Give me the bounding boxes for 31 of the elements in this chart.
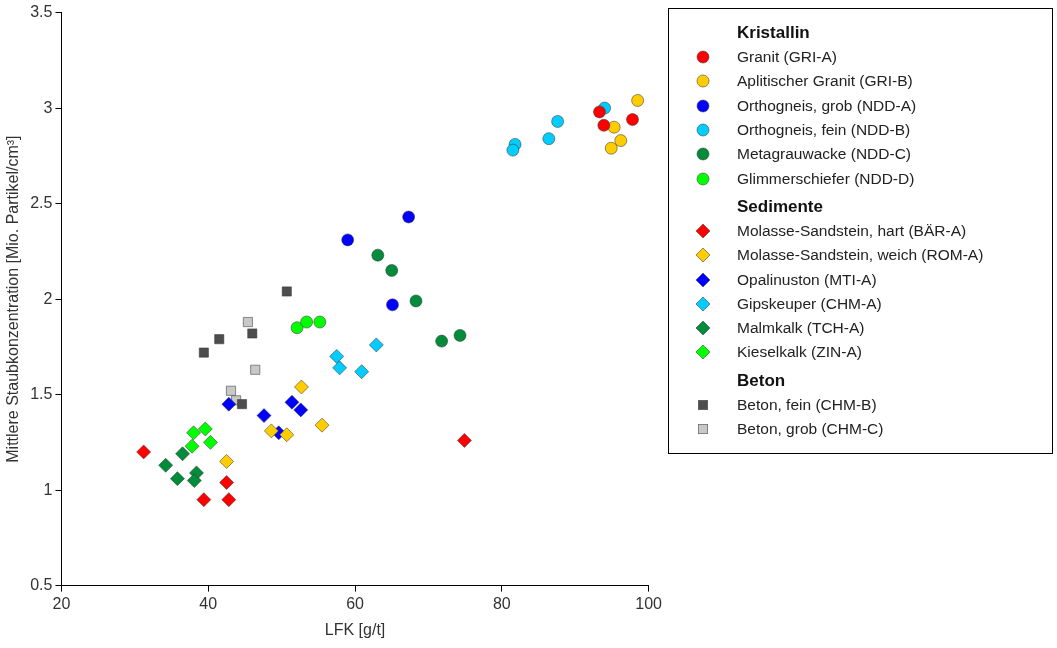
- x-tick-label: 80: [492, 594, 511, 612]
- y-tick-label: 0.5: [30, 576, 53, 594]
- y-tick-label: 1: [43, 480, 53, 498]
- y-tick-label: 1.5: [30, 385, 53, 403]
- y-tick-label: 3.5: [30, 3, 53, 21]
- text: Beton: [737, 370, 787, 391]
- x-tick-label: 40: [199, 594, 218, 612]
- legend-label: Granit (GRI-A): [737, 48, 837, 67]
- legend-label: Kieselkalk (ZIN-A): [737, 343, 862, 362]
- x-tick-label: 60: [346, 594, 365, 612]
- y-tick-label: 3: [43, 98, 53, 116]
- legend-label: Aplitischer Granit (GRI-B): [737, 72, 913, 91]
- text: Kristallin: [737, 23, 811, 43]
- legend-label: Molasse-Sandstein, hart (BÄR-A): [737, 221, 967, 240]
- text: Sedimente: [737, 196, 824, 217]
- legend-label: Metagrauwacke (NDD-C): [737, 145, 911, 164]
- legend-label: Opalinuston (MTI-A): [737, 270, 877, 289]
- legend-label: Molasse-Sandstein, weich (ROM-A): [737, 246, 984, 265]
- legend-label: Orthogneis, fein (NDD-B): [737, 121, 911, 140]
- legend-label: Gipskeuper (CHM-A): [737, 294, 882, 313]
- legend-label: Orthogneis, grob (NDD-A): [737, 96, 917, 115]
- y-tick-label: 2: [43, 289, 53, 307]
- y-tick-label: 2.5: [30, 194, 53, 212]
- legend-label: Glimmerschiefer (NDD-D): [737, 169, 915, 188]
- legend-label: Malmkalk (TCH-A): [737, 319, 865, 338]
- legend-label: Beton, grob (CHM-C): [737, 420, 884, 438]
- x-tick-label: 20: [52, 594, 71, 612]
- legend-label: Beton, fein (CHM-B): [737, 395, 877, 414]
- x-tick-label: 100: [635, 594, 663, 612]
- y-axis-title: Mittlere Staubkonzentration [Mio. Partikel/cm³]: [4, 135, 22, 463]
- x-axis-title: LFK [g/t]: [324, 620, 386, 638]
